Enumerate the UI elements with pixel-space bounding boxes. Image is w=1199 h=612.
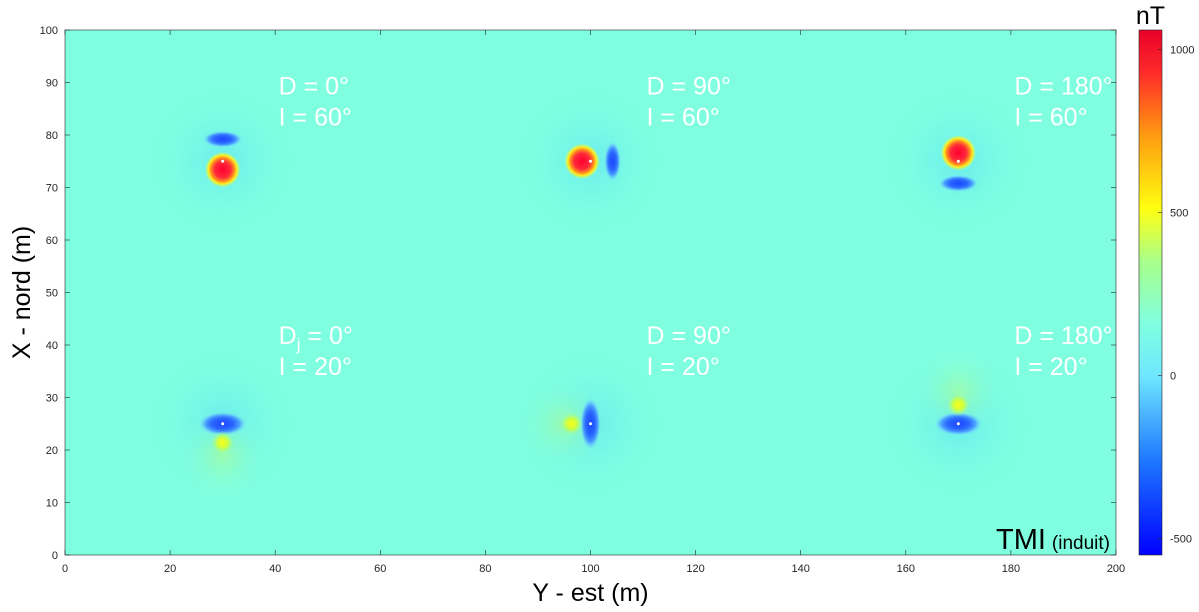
source-marker — [221, 159, 225, 163]
y-tick-label: 40 — [46, 340, 58, 352]
y-tick-label: 30 — [46, 393, 58, 405]
y-tick-label: 60 — [46, 235, 58, 247]
declination-label: D = 180° — [1014, 72, 1112, 100]
x-tick-label: 120 — [686, 563, 704, 575]
anomaly-layer — [143, 82, 1038, 503]
colorbar: nT -500 0 500 1000 — [1136, 2, 1194, 556]
x-tick-label: 100 — [581, 563, 599, 575]
x-tick-label: 20 — [164, 563, 176, 575]
y-axis-label: X - nord (m) — [8, 226, 36, 359]
anomaly-halo-positive — [911, 345, 1006, 440]
inclination-label: I = 60° — [1014, 103, 1087, 131]
y-tick-label: 50 — [46, 288, 58, 300]
anomaly-positive-lobe — [946, 393, 970, 417]
anomaly-source — [511, 345, 670, 503]
y-tick-label: 100 — [40, 25, 58, 37]
declination-label: D = 0° — [279, 72, 349, 100]
anomaly-source — [143, 82, 302, 240]
declination-value: = 0° — [300, 322, 352, 350]
x-tick-label: 0 — [62, 563, 68, 575]
x-tick-label: 180 — [1002, 563, 1020, 575]
y-tick-label: 0 — [52, 550, 58, 562]
colorbar-ticks: -500 0 500 1000 — [1158, 45, 1194, 546]
anomaly-source — [879, 82, 1038, 240]
x-tick-label: 40 — [269, 563, 281, 575]
declination-label: D = 180° — [1014, 322, 1112, 350]
anomaly-positive-lobe — [211, 431, 235, 455]
anomaly-negative-lobe — [938, 174, 979, 192]
colorbar-gradient — [1138, 29, 1163, 556]
declination-subscript: j — [296, 335, 301, 354]
declination-label: D = 90° — [647, 72, 731, 100]
x-tick-label: 60 — [374, 563, 386, 575]
anomaly-negative-lobe — [604, 141, 621, 182]
source-marker — [956, 422, 960, 426]
anomaly-positive-lobe — [940, 134, 977, 171]
colorbar-unit: nT — [1136, 2, 1165, 30]
y-tick-label: 10 — [46, 498, 58, 510]
x-tick-label: 80 — [479, 563, 491, 575]
x-tick-label: 200 — [1107, 563, 1125, 575]
declination-label: Dj = 0° — [279, 322, 353, 354]
source-marker — [589, 159, 592, 163]
title-sub: (induit) — [1052, 533, 1110, 554]
inclination-label: I = 60° — [279, 103, 352, 131]
x-axis-ticks: 0 20 40 60 80 100 120 140 160 180 200 — [62, 30, 1125, 575]
inclination-label: I = 60° — [647, 103, 720, 131]
anomaly-halo-positive — [175, 408, 270, 503]
anomaly-positive-lobe — [564, 143, 600, 180]
inclination-label: I = 20° — [279, 353, 352, 381]
y-tick-label: 20 — [46, 445, 58, 457]
y-tick-label: 70 — [46, 183, 58, 195]
declination-label: D = 90° — [647, 322, 731, 350]
anomaly-source — [511, 82, 670, 240]
source-marker — [956, 159, 960, 163]
annotation-layer: Dj = 0°I = 20°D = 90°I = 20°D = 180°I = … — [279, 72, 1113, 381]
anomaly-source — [879, 345, 1038, 503]
x-axis-label: Y - est (m) — [532, 579, 648, 607]
y-tick-label: 90 — [46, 78, 58, 90]
title-main: TMI — [996, 524, 1046, 556]
colorbar-tick-label: -500 — [1170, 534, 1192, 546]
inclination-label: I = 20° — [1014, 353, 1087, 381]
x-tick-label: 140 — [792, 563, 810, 575]
colorbar-tick-label: 1000 — [1170, 45, 1194, 57]
source-marker — [221, 422, 225, 426]
colorbar-tick-label: 500 — [1170, 208, 1188, 220]
anomaly-negative-lobe — [202, 130, 243, 148]
declination-symbol: D — [279, 322, 297, 350]
anomaly-source — [143, 345, 302, 503]
chart-title: TMI (induit) — [996, 524, 1110, 556]
source-marker — [589, 422, 592, 426]
y-axis-ticks: 0 10 20 30 40 50 60 70 80 90 100 — [40, 25, 1116, 562]
x-tick-label: 160 — [897, 563, 915, 575]
y-tick-label: 80 — [46, 130, 58, 142]
anomaly-positive-lobe — [560, 412, 584, 436]
anomaly-positive-lobe — [204, 151, 241, 188]
colorbar-tick-label: 0 — [1170, 371, 1176, 383]
inclination-label: I = 20° — [647, 353, 720, 381]
